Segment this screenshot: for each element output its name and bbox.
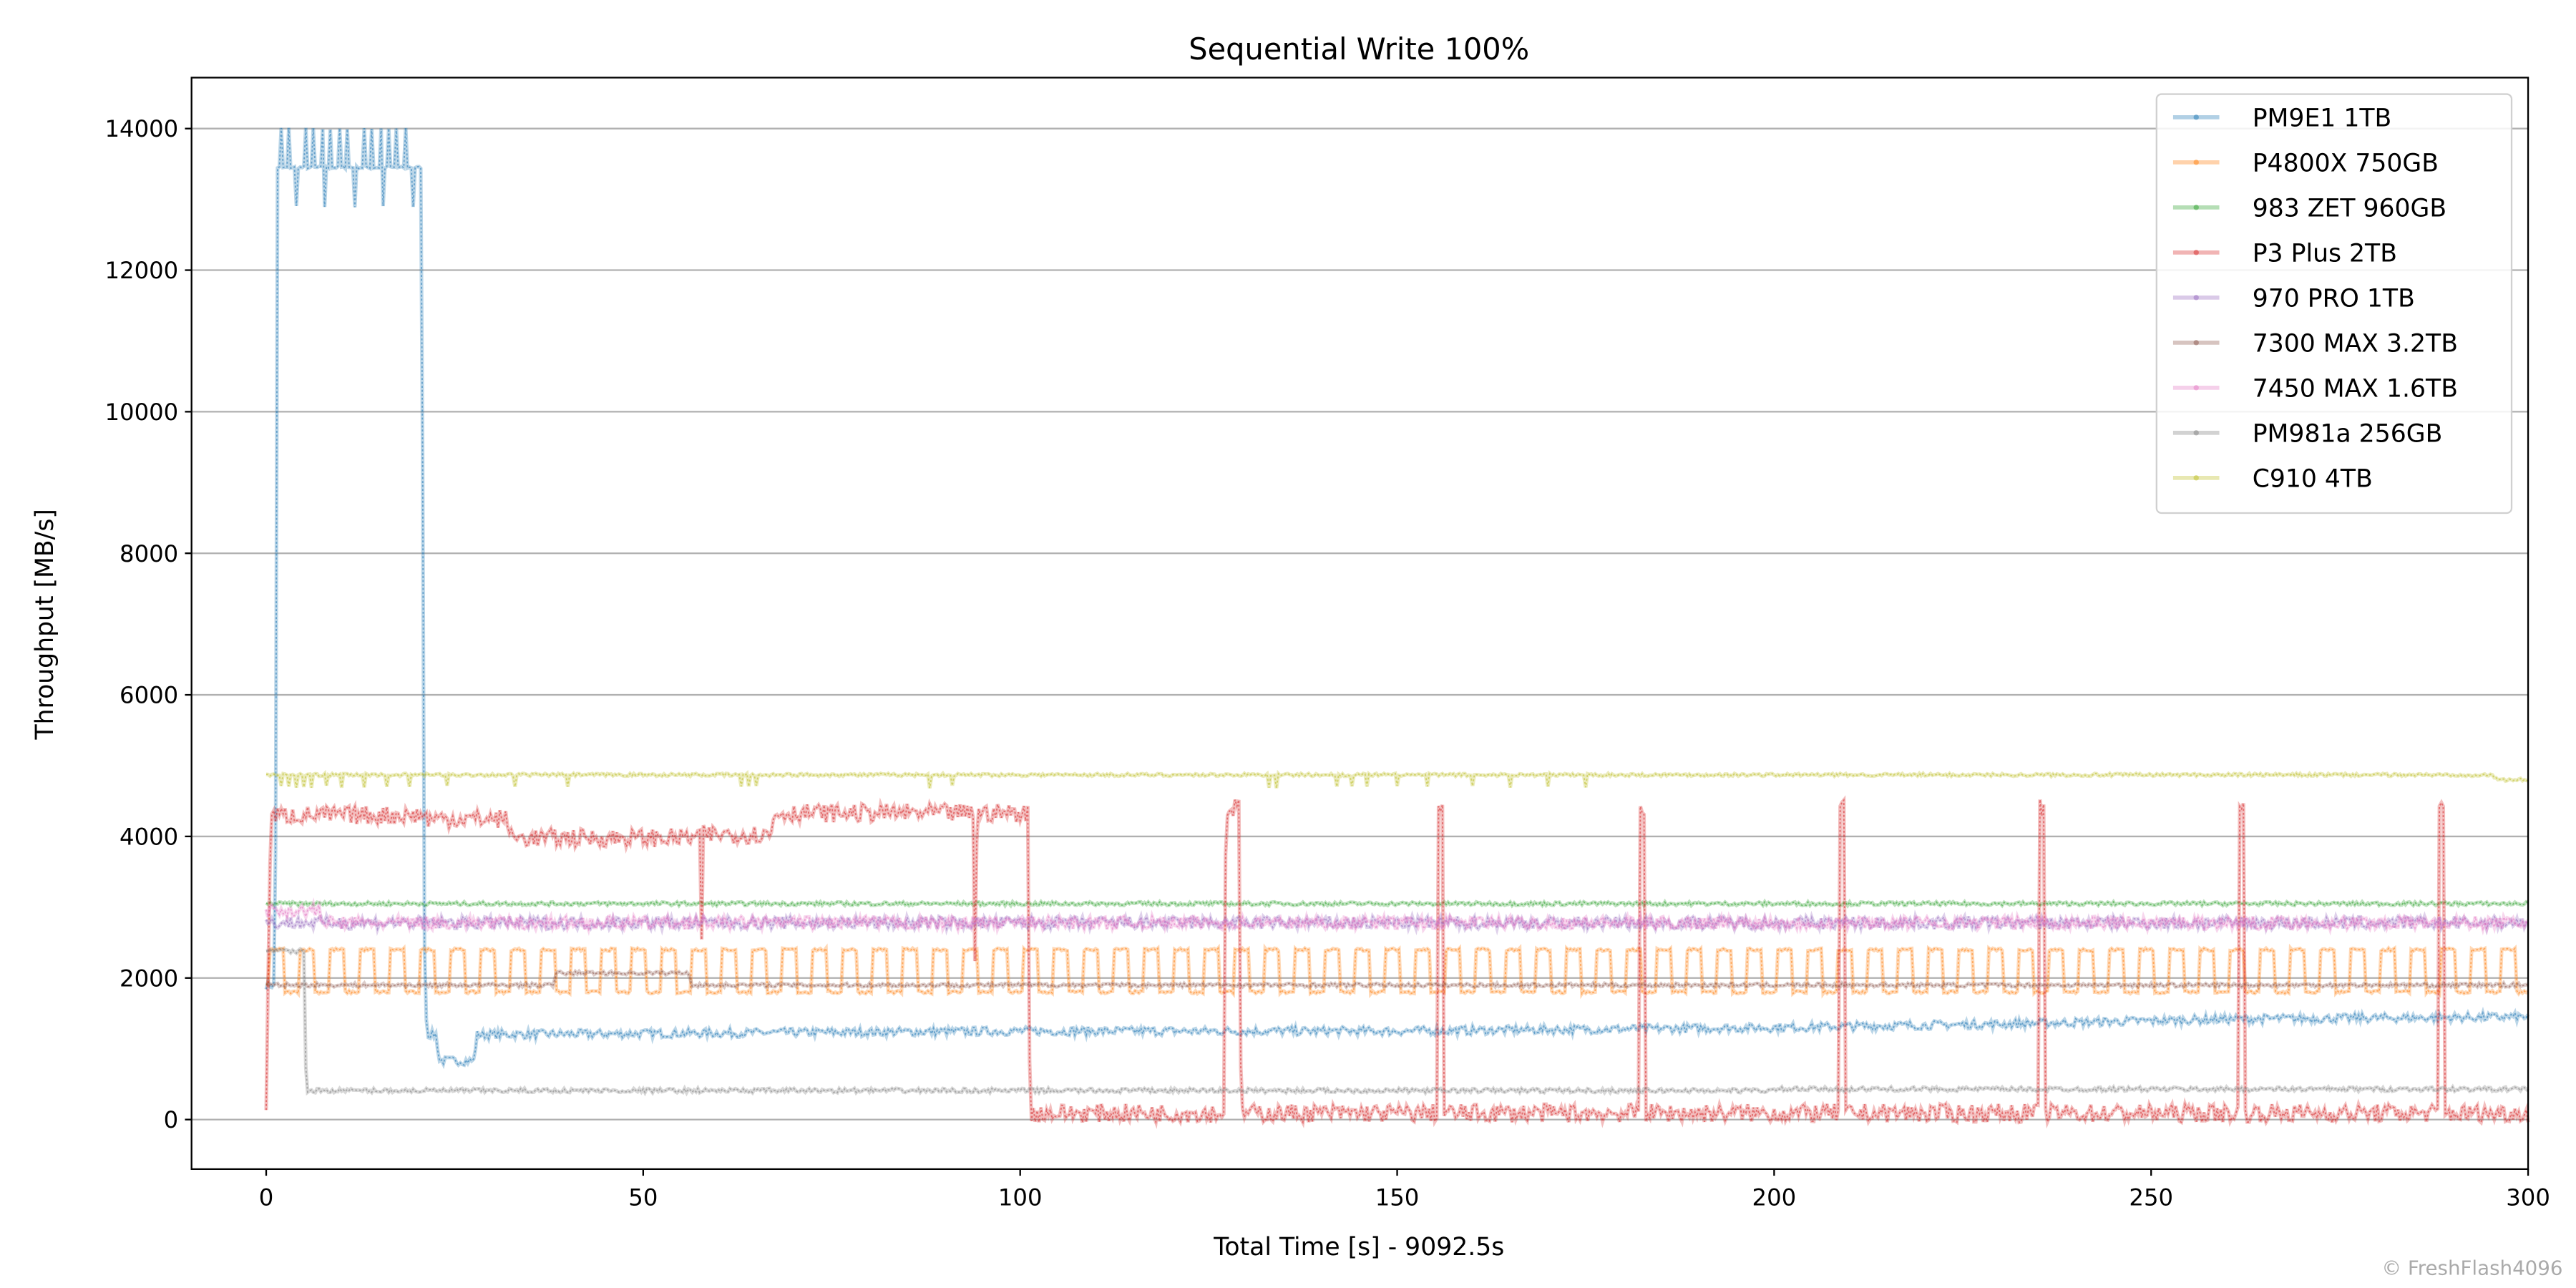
legend-marker: [2193, 475, 2199, 481]
legend-marker: [2193, 430, 2199, 436]
legend-item: C910 4TB: [2172, 465, 2373, 494]
chart-title: Sequential Write 100%: [1189, 31, 1529, 67]
legend-marker: [2193, 385, 2199, 391]
legend-label: 7300 MAX 3.2TB: [2253, 330, 2458, 358]
series-7450-max-1-6tb: [264, 897, 2529, 937]
legend-marker: [2193, 340, 2199, 346]
legend-label: P4800X 750GB: [2253, 150, 2439, 178]
series-markers: [265, 900, 2529, 907]
legend-label: PM9E1 1TB: [2253, 104, 2392, 133]
y-axis-ticks: 0 2000 4000 6000 8000 10000 12000 14000: [104, 115, 192, 1133]
legend-marker: [2193, 160, 2199, 165]
series-p4800x-750gb: [265, 943, 2529, 1000]
legend-label: P3 Plus 2TB: [2253, 240, 2397, 268]
series-7300-max-3-2tb: [265, 968, 2529, 990]
series-line: [265, 943, 2529, 1000]
series-lines: [264, 127, 2530, 1129]
series-markers: [265, 948, 2529, 1094]
x-tick-label: 300: [2506, 1184, 2550, 1211]
series-983-zet-960gb: [265, 898, 2529, 909]
legend-marker: [2193, 114, 2199, 120]
legend-item: 970 PRO 1TB: [2172, 285, 2415, 313]
legend-item: PM9E1 1TB: [2172, 104, 2392, 133]
series-markers: [265, 798, 2529, 1125]
series-markers: [265, 902, 2529, 932]
y-tick-label: 12000: [104, 257, 178, 284]
y-tick-label: 0: [164, 1106, 179, 1133]
legend-label: PM981a 256GB: [2253, 420, 2443, 449]
series-pm981a-256gb: [265, 946, 2529, 1097]
x-tick-label: 50: [628, 1184, 658, 1211]
x-tick-label: 200: [1752, 1184, 1797, 1211]
y-tick-label: 4000: [119, 823, 178, 850]
series-970-pro-1tb: [264, 909, 2529, 937]
legend-item: PM981a 256GB: [2172, 420, 2443, 449]
y-axis-label: Throughput [MB/s]: [31, 509, 59, 740]
legend: PM9E1 1TB P4800X 750GB 983 ZET 960GB P3 Plu…: [2155, 93, 2513, 514]
x-axis-ticks: 0 50 100 150 200 250 300: [259, 1169, 2550, 1211]
legend-item: 7300 MAX 3.2TB: [2172, 330, 2458, 358]
x-tick-label: 250: [2129, 1184, 2173, 1211]
legend-marker: [2193, 205, 2199, 210]
watermark: © FreshFlash4096: [2381, 1257, 2562, 1280]
x-tick-label: 150: [1375, 1184, 1420, 1211]
legend-label: 970 PRO 1TB: [2253, 285, 2415, 313]
legend-marker: [2193, 295, 2199, 301]
series-markers: [265, 772, 2529, 789]
series-p3-plus-2tb: [264, 795, 2530, 1129]
legend-item: P4800X 750GB: [2172, 150, 2439, 178]
y-tick-label: 6000: [119, 682, 178, 709]
y-tick-label: 10000: [104, 399, 178, 426]
y-tick-label: 8000: [119, 540, 178, 567]
legend-item: 7450 MAX 1.6TB: [2172, 375, 2458, 404]
legend-label: 7450 MAX 1.6TB: [2253, 375, 2458, 404]
y-tick-label: 2000: [119, 965, 178, 992]
legend-label: 983 ZET 960GB: [2253, 195, 2446, 223]
series-markers: [265, 127, 2529, 1066]
x-tick-label: 0: [259, 1184, 274, 1211]
legend-box: [2155, 93, 2513, 514]
legend-item: 983 ZET 960GB: [2172, 195, 2446, 223]
gridlines: [191, 127, 2529, 1121]
series-pm9e1-1tb: [264, 127, 2530, 1070]
y-tick-label: 14000: [104, 115, 178, 142]
series-line: [264, 909, 2529, 937]
legend-marker: [2193, 250, 2199, 255]
series-c910-4tb: [265, 769, 2529, 789]
plot-frame: [190, 77, 2529, 1170]
x-axis-label: Total Time [s] - 9092.5s: [1213, 1233, 1504, 1262]
series-markers: [265, 970, 2529, 988]
legend-item: P3 Plus 2TB: [2172, 240, 2397, 268]
legend-label: C910 4TB: [2253, 465, 2373, 494]
x-tick-label: 100: [998, 1184, 1043, 1211]
